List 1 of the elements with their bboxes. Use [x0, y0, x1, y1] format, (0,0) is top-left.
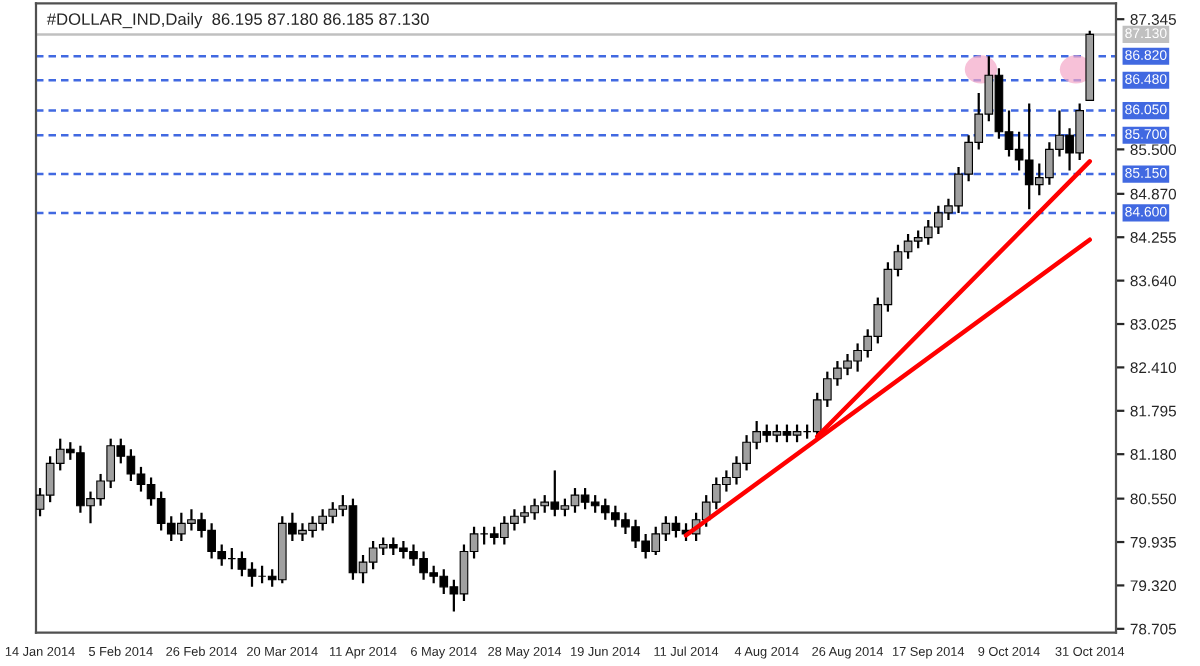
- text: #DOLLAR_IND,Daily 86.195 87.180 86.185 87.130: [46, 12, 429, 29]
